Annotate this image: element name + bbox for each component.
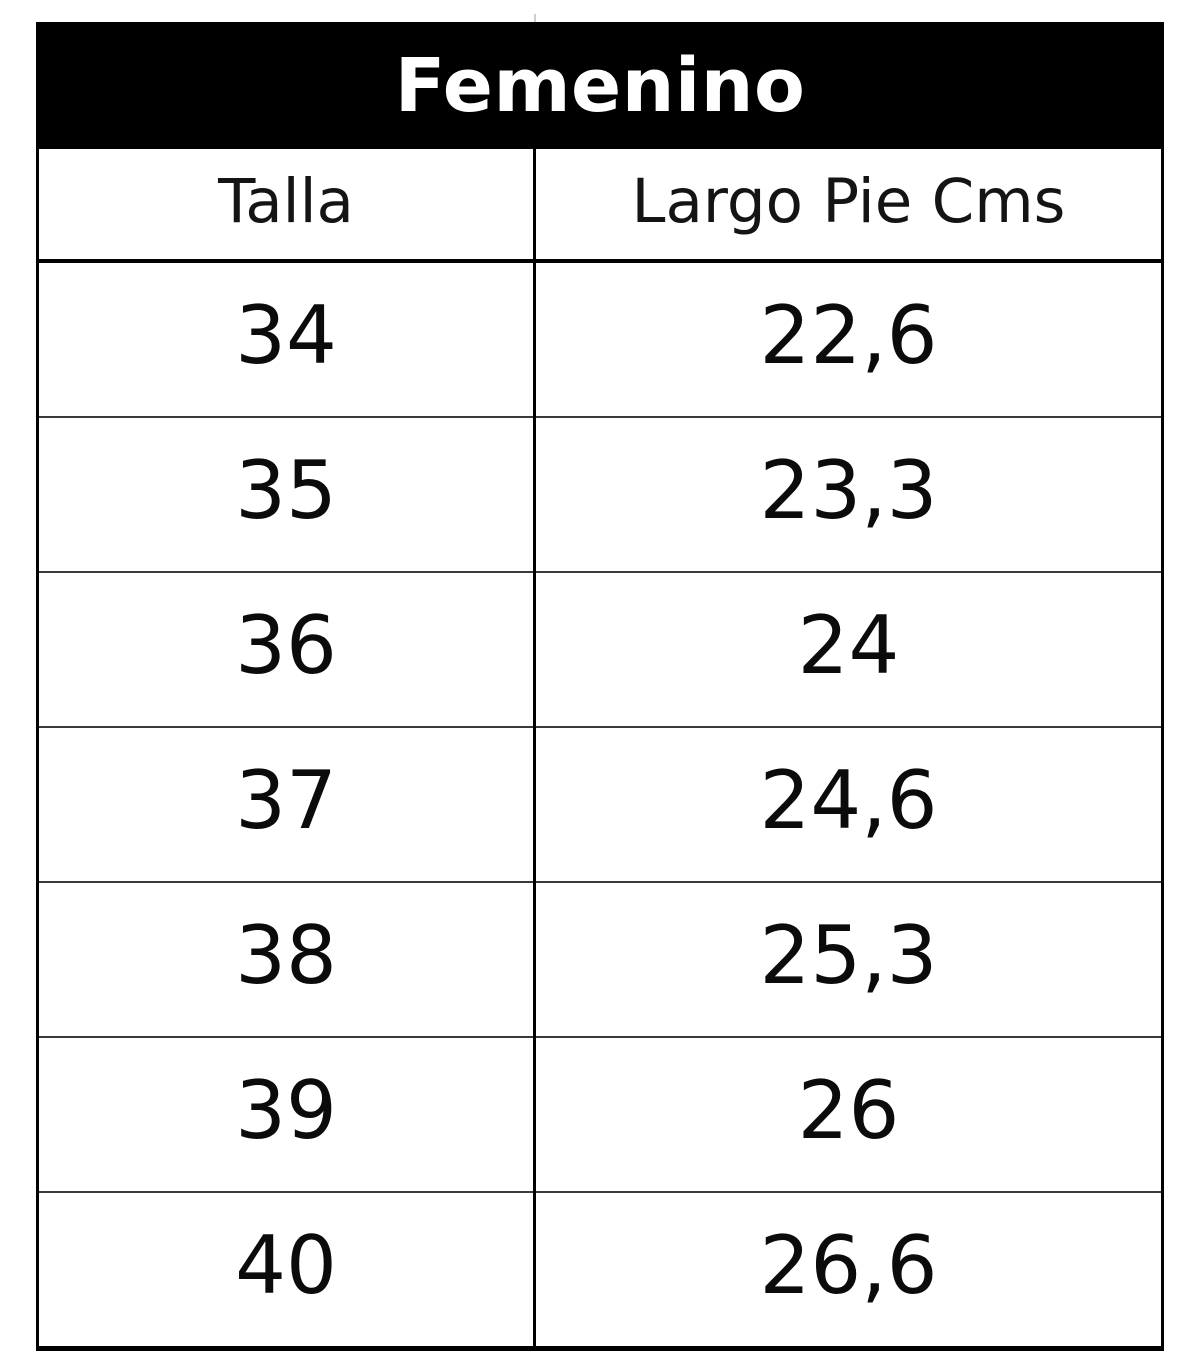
column-header-largo-pie-cms-label: Largo Pie Cms <box>631 165 1066 237</box>
cell-largo: 23,3 <box>532 416 1165 573</box>
table-title: Femenino <box>394 42 806 129</box>
cell-talla: 38 <box>36 881 536 1038</box>
cell-largo: 24,6 <box>532 726 1165 883</box>
table-header-row: Talla Largo Pie Cms <box>36 147 1165 263</box>
cell-talla: 37 <box>36 726 536 883</box>
cell-largo: 26 <box>532 1036 1165 1193</box>
cell-largo: 25,3 <box>532 881 1165 1038</box>
table-row: 35 23,3 <box>36 416 1165 573</box>
cell-largo-value: 23,3 <box>759 443 938 537</box>
cell-largo-value: 25,3 <box>759 908 938 1002</box>
column-header-largo-pie-cms: Largo Pie Cms <box>532 147 1165 263</box>
column-header-talla-label: Talla <box>218 165 354 237</box>
table-row: 38 25,3 <box>36 881 1165 1038</box>
top-tick-mark <box>534 14 536 23</box>
cell-largo: 24 <box>532 571 1165 728</box>
cell-talla-value: 36 <box>235 598 337 692</box>
cell-talla-value: 37 <box>235 753 337 847</box>
cell-largo: 26,6 <box>532 1191 1165 1351</box>
cell-largo-value: 26 <box>797 1063 900 1157</box>
cell-largo-value: 22,6 <box>759 288 938 382</box>
table-row: 36 24 <box>36 571 1165 728</box>
cell-talla-value: 38 <box>235 908 337 1002</box>
cell-largo-value: 24 <box>797 598 900 692</box>
cell-talla-value: 34 <box>235 288 337 382</box>
cell-largo: 22,6 <box>532 260 1165 418</box>
table-title-row: Femenino <box>35 22 1165 149</box>
cell-talla: 40 <box>36 1191 536 1351</box>
cell-largo-value: 24,6 <box>759 753 938 847</box>
table-row: 37 24,6 <box>36 726 1165 883</box>
column-header-talla: Talla <box>36 147 536 263</box>
cell-talla: 34 <box>36 260 536 418</box>
table-title-cell: Femenino <box>35 22 1165 149</box>
table-row: 39 26 <box>36 1036 1165 1193</box>
cell-talla: 39 <box>36 1036 536 1193</box>
cell-talla-value: 40 <box>235 1218 337 1312</box>
cell-talla-value: 35 <box>235 443 337 537</box>
table-row: 40 26,6 <box>36 1191 1165 1351</box>
cell-largo-value: 26,6 <box>759 1218 938 1312</box>
shoe-size-table: Femenino Talla Largo Pie Cms 34 22,6 <box>35 22 1165 1351</box>
cell-talla: 35 <box>36 416 536 573</box>
cell-talla: 36 <box>36 571 536 728</box>
page-root: Femenino Talla Largo Pie Cms 34 22,6 <box>35 14 1165 1351</box>
table-row: 34 22,6 <box>36 260 1165 418</box>
cell-talla-value: 39 <box>235 1063 337 1157</box>
